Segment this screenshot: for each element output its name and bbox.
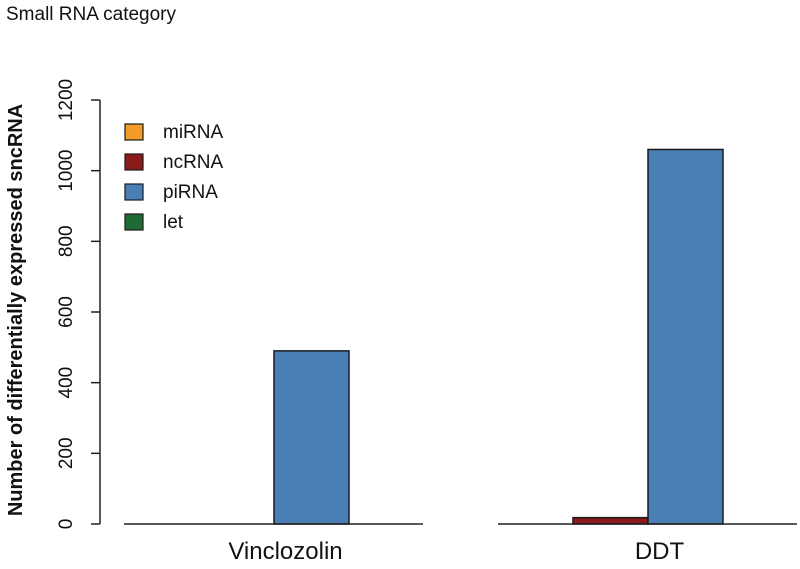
y-tick-label: 1200 [56,79,77,121]
legend-swatch-mirna [124,123,144,141]
x-tick-label: Vinclozolin [228,538,342,565]
legend-label-let: let [163,212,184,233]
legend-label-ncrna: ncRNA [163,152,224,173]
y-tick-label: 800 [56,225,77,257]
y-tick-label: 400 [56,367,77,399]
legend-swatch-ncrna [124,153,144,171]
y-axis-label: Number of differentially expressed sncRN… [5,104,27,516]
legend-swatch-pirna [124,183,144,201]
bar-pirna-vinclozolin [273,350,350,525]
bars [273,148,724,525]
chart-title: Small RNA category [6,4,177,25]
legend-swatch-let [124,213,144,231]
x-tick-label: DDT [635,538,685,565]
y-tick-label: 200 [56,437,77,469]
y-tick-label: 1000 [56,150,77,192]
legend-label-pirna: piRNA [163,182,218,203]
bar-pirna-ddt [647,148,724,525]
legend: miRNA ncRNA piRNA let [124,122,224,233]
y-axis: 0 200 400 600 800 1000 1200 [56,79,101,530]
y-tick-label: 600 [56,296,77,328]
bar-ncrna-ddt [572,516,649,525]
legend-label-mirna: miRNA [163,122,223,143]
y-tick-label: 0 [56,519,77,530]
x-axis: Vinclozolin DDT [124,523,797,565]
